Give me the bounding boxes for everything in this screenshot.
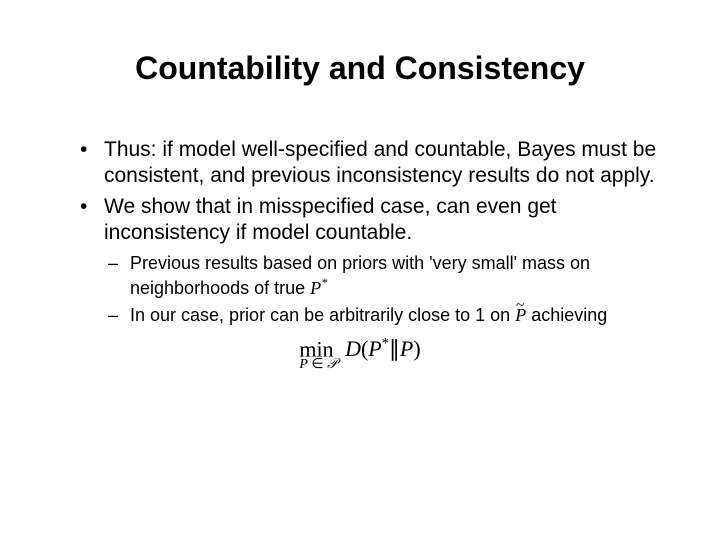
sub-bullet-text: In our case, prior can be arbitrarily cl… <box>130 305 515 325</box>
sub-bullet-text: Previous results based on priors with 'v… <box>130 253 590 298</box>
math-p-tilde: ~P <box>515 304 526 327</box>
formula: min D(P*∥P) P ∈ 𝒫 <box>60 337 660 374</box>
sub-bullet-item: Previous results based on priors with 'v… <box>108 252 660 300</box>
sub-bullet-item: In our case, prior can be arbitrarily cl… <box>108 304 660 327</box>
math-p-star: P* <box>310 278 327 298</box>
bullet-item: We show that in misspecified case, can e… <box>80 194 660 247</box>
slide-title: Countability and Consistency <box>60 50 660 87</box>
sub-bullet-tail: achieving <box>531 305 607 325</box>
sub-bullet-list: Previous results based on priors with 'v… <box>60 252 660 327</box>
slide: Countability and Consistency Thus: if mo… <box>0 0 720 540</box>
bullet-item: Thus: if model well-specified and counta… <box>80 137 660 190</box>
bullet-list: Thus: if model well-specified and counta… <box>60 137 660 246</box>
